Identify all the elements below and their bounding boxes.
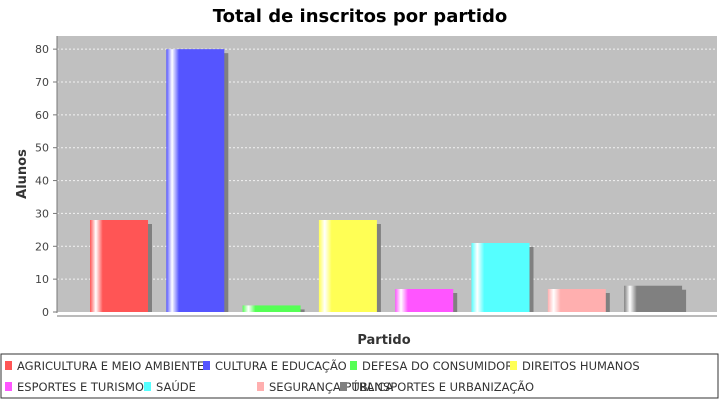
y-tick-label: 0 — [42, 306, 49, 319]
y-tick-label: 40 — [35, 175, 49, 188]
bar — [318, 220, 377, 312]
legend-swatch — [5, 382, 12, 391]
legend-label: DIREITOS HUMANOS — [522, 359, 640, 373]
legend-swatch — [5, 361, 12, 370]
legend-swatch — [510, 361, 517, 370]
legend-swatch — [350, 361, 357, 370]
legend-swatch — [340, 382, 347, 391]
bar — [547, 289, 606, 312]
y-tick-label: 60 — [35, 109, 49, 122]
y-tick-labels: 0 10 20 30 40 50 60 70 80 — [35, 43, 57, 319]
legend-label: TRANSPORTES E URBANIZAÇÃO — [351, 379, 534, 394]
bar — [166, 49, 225, 313]
legend-label: CULTURA E EDUCAÇÃO — [215, 358, 347, 373]
bars — [90, 49, 687, 313]
legend: AGRICULTURA E MEIO AMBIENTE CULTURA E EDU… — [5, 358, 640, 394]
legend-box — [0, 353, 719, 399]
legend-label: ESPORTES E TURISMO — [17, 380, 144, 394]
bar — [471, 243, 530, 312]
y-tick-label: 80 — [35, 43, 49, 56]
legend-label: AGRICULTURA E MEIO AMBIENTE — [17, 359, 204, 373]
bar — [624, 285, 683, 312]
bar — [395, 289, 454, 312]
y-tick-label: 20 — [35, 240, 49, 253]
y-axis-label: Alunos — [15, 149, 30, 199]
legend-label: DEFESA DO CONSUMIDOR — [362, 359, 513, 373]
legend-swatch — [257, 382, 264, 391]
bar — [242, 305, 301, 312]
y-tick-label: 30 — [35, 207, 49, 220]
x-axis-label: Partido — [357, 333, 410, 348]
y-tick-label: 70 — [35, 76, 49, 89]
legend-label: SAÚDE — [156, 379, 196, 394]
legend-swatch — [203, 361, 210, 370]
chart-title: Total de inscritos por partido — [213, 6, 508, 27]
legend-swatch — [144, 382, 151, 391]
plot-area — [57, 36, 717, 312]
legend-label: SEGURANÇA PÚBLICA — [269, 379, 394, 394]
y-tick-label: 50 — [35, 142, 49, 155]
bar — [90, 220, 148, 312]
y-tick-label: 10 — [35, 273, 49, 286]
